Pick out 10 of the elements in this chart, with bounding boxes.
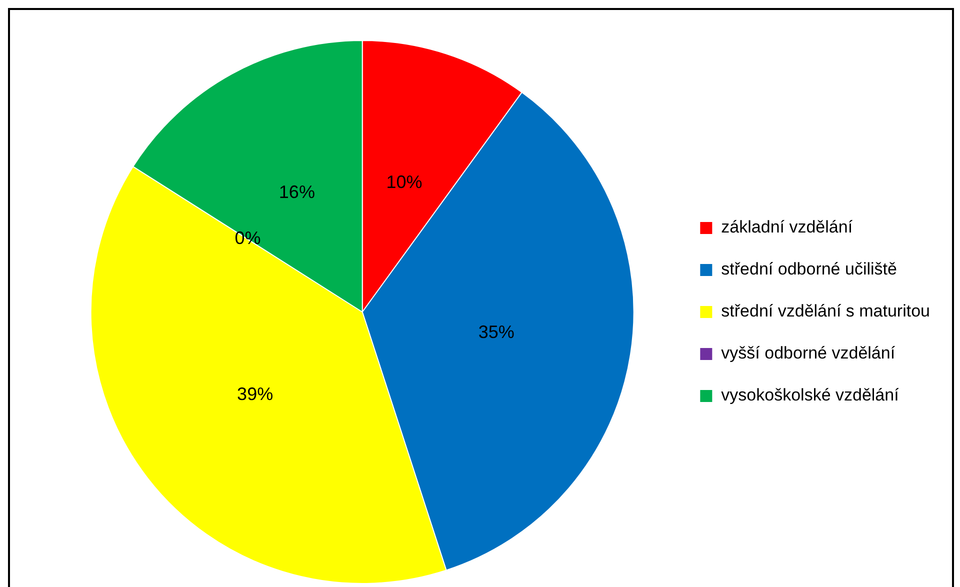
text: 0% [234,228,261,248]
legend-label: střední vzdělání s maturitou [721,302,930,321]
legend-label: střední odborné učiliště [721,260,897,279]
data-label: 39% [237,384,274,404]
data-label: 35% [478,322,514,342]
legend-label: vyšší odborné vzdělání [721,344,896,363]
data-label: 10% [386,172,422,192]
legend-label: vysokoškolské vzdělání [721,386,900,405]
legend-label: základní vzdělání [721,218,853,237]
data-label: 16% [278,182,315,202]
